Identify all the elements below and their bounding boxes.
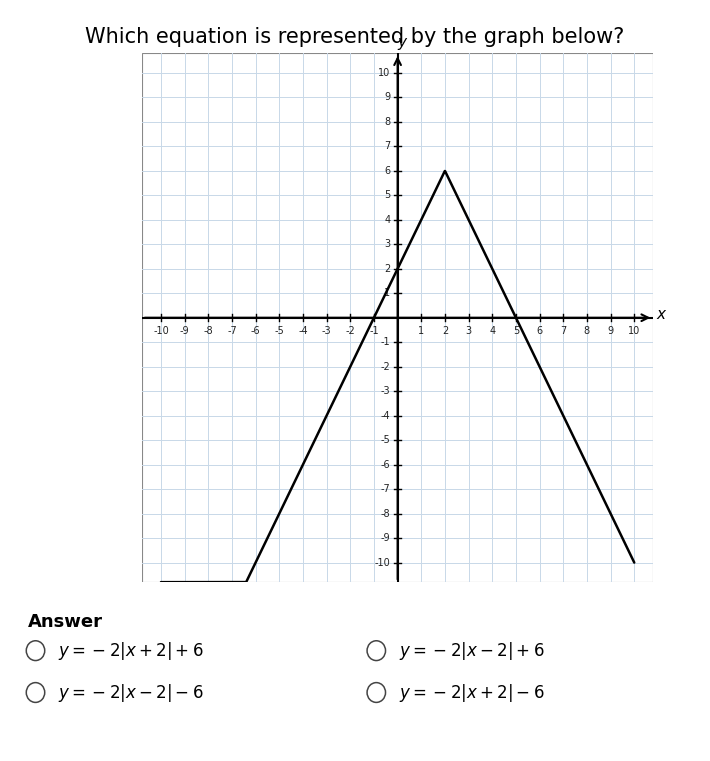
Text: Answer: Answer <box>28 613 104 631</box>
Text: -6: -6 <box>381 460 390 470</box>
Text: -3: -3 <box>381 386 390 396</box>
Text: 4: 4 <box>489 326 496 336</box>
Text: 2: 2 <box>442 326 448 336</box>
Text: 8: 8 <box>584 326 590 336</box>
Text: 7: 7 <box>560 326 567 336</box>
Text: $y=-2|x+2|-6$: $y=-2|x+2|-6$ <box>399 682 545 703</box>
Text: 8: 8 <box>384 117 390 127</box>
Text: $y=-2|x-2|+6$: $y=-2|x-2|+6$ <box>399 640 545 661</box>
Text: 1: 1 <box>418 326 425 336</box>
Text: $x$: $x$ <box>655 307 667 322</box>
Text: 3: 3 <box>466 326 471 336</box>
Text: $y$: $y$ <box>397 36 408 52</box>
Text: -3: -3 <box>322 326 332 336</box>
Text: -4: -4 <box>381 411 390 421</box>
Text: -5: -5 <box>381 435 390 445</box>
Text: Which equation is represented by the graph below?: Which equation is represented by the gra… <box>85 27 625 46</box>
Text: -2: -2 <box>381 361 390 371</box>
Text: -10: -10 <box>153 326 169 336</box>
Text: -2: -2 <box>345 326 355 336</box>
Text: -9: -9 <box>381 533 390 543</box>
Text: -7: -7 <box>227 326 237 336</box>
Text: 6: 6 <box>537 326 542 336</box>
Text: 5: 5 <box>513 326 519 336</box>
Text: -8: -8 <box>381 508 390 518</box>
Text: 9: 9 <box>608 326 613 336</box>
Text: 2: 2 <box>384 264 390 274</box>
Text: 10: 10 <box>378 68 390 78</box>
Text: -6: -6 <box>251 326 261 336</box>
Text: 3: 3 <box>384 239 390 250</box>
Text: -1: -1 <box>369 326 378 336</box>
Text: 4: 4 <box>384 215 390 224</box>
Text: -1: -1 <box>381 337 390 347</box>
Text: -8: -8 <box>204 326 213 336</box>
Text: 9: 9 <box>384 92 390 102</box>
Text: $y=-2|x-2|-6$: $y=-2|x-2|-6$ <box>58 682 204 703</box>
Text: 5: 5 <box>384 190 390 200</box>
Text: -10: -10 <box>375 558 390 568</box>
Text: -7: -7 <box>381 484 390 494</box>
Text: -4: -4 <box>298 326 307 336</box>
Text: 1: 1 <box>384 288 390 298</box>
Text: -9: -9 <box>180 326 190 336</box>
Text: 6: 6 <box>384 166 390 176</box>
Text: 10: 10 <box>628 326 640 336</box>
Text: -5: -5 <box>274 326 284 336</box>
Text: $y=-2|x+2|+6$: $y=-2|x+2|+6$ <box>58 640 204 661</box>
Text: 7: 7 <box>384 142 390 151</box>
